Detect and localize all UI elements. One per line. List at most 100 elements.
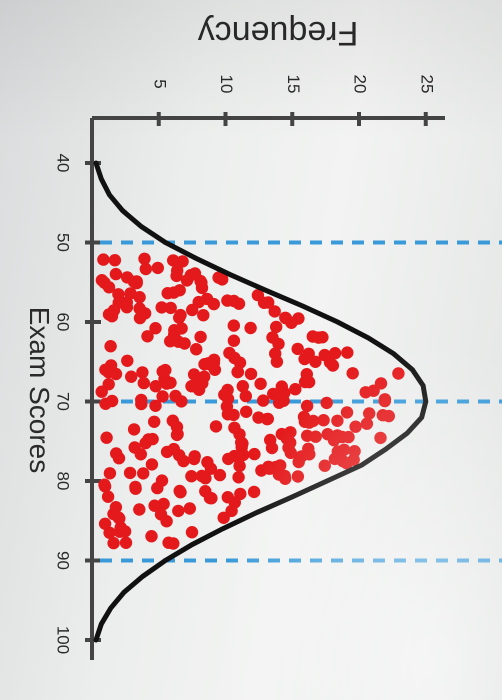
data-point <box>291 342 304 356</box>
x-axis-title: Exam Scores <box>24 307 55 474</box>
data-point <box>129 482 142 495</box>
data-point <box>101 490 115 503</box>
y-tick-label: 5 <box>150 79 169 88</box>
data-point <box>266 331 279 344</box>
data-point <box>99 397 112 410</box>
data-point <box>178 337 191 350</box>
data-point <box>323 356 337 369</box>
y-tick-label: 25 <box>417 75 436 94</box>
x-tick-label: 100 <box>54 626 73 654</box>
data-point <box>185 526 199 539</box>
y-axis-title: Frequency <box>198 14 359 52</box>
data-point <box>244 321 257 335</box>
x-tick-labels: 40 50 60 70 80 90 100 <box>54 154 73 655</box>
x-tick-label: 40 <box>54 154 73 173</box>
data-point <box>133 311 147 325</box>
data-point <box>227 294 241 308</box>
data-point <box>127 275 141 288</box>
data-point <box>247 485 261 499</box>
data-point <box>360 417 374 430</box>
data-point <box>186 303 199 317</box>
data-point <box>376 409 389 422</box>
data-point <box>103 467 117 480</box>
data-point <box>123 466 137 480</box>
data-point <box>279 311 292 324</box>
data-point <box>121 354 134 367</box>
y-tick-label: 15 <box>284 75 303 94</box>
y-tick-label: 20 <box>351 75 370 94</box>
data-point <box>195 469 208 483</box>
data-point <box>257 296 271 309</box>
x-tick-label: 60 <box>54 313 73 332</box>
data-point <box>279 472 292 485</box>
data-point <box>190 343 203 356</box>
data-point <box>172 504 185 518</box>
data-point <box>270 355 284 368</box>
data-point <box>175 322 188 335</box>
data-point <box>145 458 159 471</box>
data-point <box>187 452 201 466</box>
data-point <box>284 446 297 460</box>
data-point <box>222 452 235 466</box>
data-point <box>108 254 122 267</box>
data-point <box>185 380 198 393</box>
data-point <box>105 310 119 323</box>
data-point <box>109 267 123 281</box>
data-point <box>97 253 110 266</box>
data-point <box>194 274 207 288</box>
data-point <box>207 297 220 311</box>
data-point <box>300 399 314 413</box>
data-point <box>263 462 276 475</box>
data-point <box>240 405 253 418</box>
data-point <box>95 385 108 398</box>
data-point <box>280 432 294 445</box>
data-point <box>265 441 279 455</box>
data-point <box>337 443 351 456</box>
data-point <box>331 429 344 442</box>
data-point <box>374 431 387 445</box>
data-point <box>104 340 117 353</box>
data-point <box>392 367 405 380</box>
data-point <box>110 447 123 460</box>
data-point <box>138 252 151 265</box>
data-point <box>232 471 245 484</box>
data-point <box>98 517 112 530</box>
data-point <box>363 407 376 420</box>
data-point <box>175 395 188 408</box>
data-point <box>312 331 325 344</box>
data-point <box>166 414 179 427</box>
data-point <box>309 430 322 443</box>
data-point <box>378 393 392 406</box>
data-point <box>320 396 333 410</box>
data-point <box>102 281 116 294</box>
data-point <box>136 366 149 379</box>
data-point <box>227 408 240 422</box>
data-point <box>297 410 311 424</box>
data-point <box>367 384 380 397</box>
data-point <box>133 503 146 516</box>
data-point <box>128 441 141 454</box>
data-point <box>239 389 252 403</box>
data-point <box>107 536 120 550</box>
data-point <box>98 478 111 491</box>
data-point <box>156 390 169 403</box>
data-point <box>155 474 169 487</box>
data-point <box>252 411 265 424</box>
data-point <box>227 319 240 332</box>
data-point <box>341 346 354 359</box>
data-point <box>221 392 235 405</box>
data-point <box>205 492 218 505</box>
data-point <box>295 450 308 463</box>
data-point <box>248 447 261 461</box>
data-point <box>196 377 209 390</box>
data-point <box>164 376 177 389</box>
data-point <box>149 380 162 393</box>
y-tick-labels: 5 10 15 20 25 <box>150 75 436 94</box>
data-point <box>202 357 215 370</box>
data-point <box>154 508 168 521</box>
data-point <box>232 451 246 465</box>
data-point <box>309 355 322 368</box>
data-point <box>125 370 138 383</box>
data-point <box>342 430 355 444</box>
